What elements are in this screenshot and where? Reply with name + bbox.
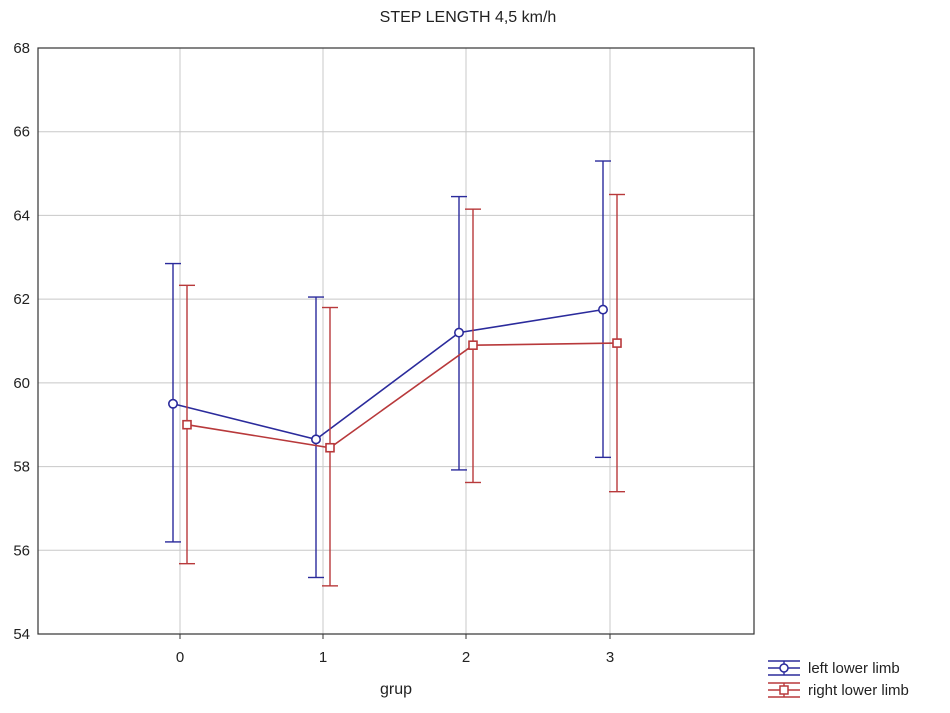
legend-label: left lower limb <box>808 660 900 677</box>
y-tick-labels: 54 56 58 60 62 64 66 68 <box>13 40 30 643</box>
data-point <box>310 434 321 445</box>
series-left-lower-limb <box>165 160 611 579</box>
y-tick-label: 62 <box>13 291 30 308</box>
x-tick-label: 1 <box>319 649 327 666</box>
y-tick-label: 68 <box>13 40 30 57</box>
y-tick-label: 60 <box>13 375 30 392</box>
y-tick-label: 54 <box>13 626 30 643</box>
x-tick-label: 3 <box>606 649 614 666</box>
y-tick-label: 58 <box>13 459 30 476</box>
x-tick-labels: 0 1 2 3 <box>176 649 614 666</box>
y-tick-label: 64 <box>13 207 30 224</box>
data-point <box>612 338 622 348</box>
data-point <box>453 327 464 338</box>
legend-label: right lower limb <box>808 682 909 699</box>
x-axis-label: grup <box>380 681 412 698</box>
x-tick-label: 0 <box>176 649 184 666</box>
data-point <box>468 340 478 350</box>
data-point <box>597 304 608 315</box>
data-point <box>168 398 179 409</box>
y-tick-label: 56 <box>13 542 30 559</box>
legend-item: right lower limb <box>768 682 909 699</box>
legend-item: left lower limb <box>768 660 900 677</box>
plot-area-border <box>37 47 755 635</box>
series-right-lower-limb <box>179 193 625 587</box>
legend-marker <box>779 685 789 695</box>
series-layer <box>165 160 625 587</box>
data-point <box>182 419 192 430</box>
series-line <box>172 308 604 441</box>
y-tick-label: 66 <box>13 124 30 141</box>
legend-marker <box>779 663 789 673</box>
data-point <box>325 442 335 453</box>
x-tick-label: 2 <box>462 649 470 666</box>
legend: left lower limb right lower limb <box>768 660 909 699</box>
chart-title: STEP LENGTH 4,5 km/h <box>380 9 557 26</box>
gridlines <box>38 48 754 639</box>
series-line <box>186 342 618 449</box>
